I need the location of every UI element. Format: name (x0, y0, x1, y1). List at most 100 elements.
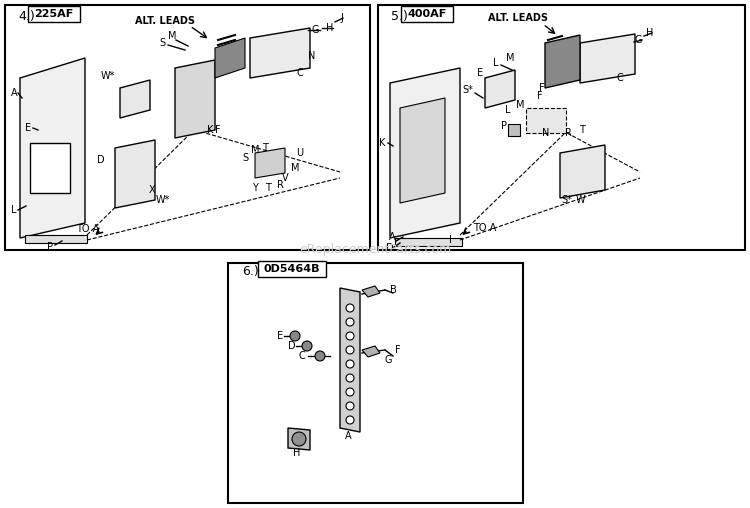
Circle shape (346, 304, 354, 312)
Bar (30, 143, 70, 193)
Text: 400AF: 400AF (407, 9, 447, 19)
Text: B: B (390, 285, 396, 295)
Polygon shape (560, 145, 605, 198)
Polygon shape (120, 80, 150, 118)
Text: M: M (251, 145, 260, 155)
Bar (401, 6, 453, 22)
Text: 5.): 5.) (391, 10, 408, 23)
Text: S*: S* (562, 195, 572, 205)
Bar (508, 124, 520, 136)
Circle shape (346, 346, 354, 354)
Text: 0D5464B: 0D5464B (264, 264, 320, 274)
Circle shape (346, 374, 354, 382)
Bar (28, 6, 80, 22)
Circle shape (292, 432, 306, 446)
Polygon shape (485, 70, 515, 108)
Text: H: H (646, 28, 654, 38)
Text: H: H (293, 448, 301, 458)
Bar (5, 5, 370, 250)
Polygon shape (400, 98, 445, 203)
Circle shape (315, 351, 325, 361)
Text: 4.): 4.) (18, 10, 34, 23)
Text: W*: W* (100, 71, 116, 81)
Polygon shape (580, 34, 635, 83)
Text: W*: W* (156, 195, 170, 205)
Text: T: T (262, 143, 268, 153)
Text: F: F (395, 345, 400, 355)
Text: P: P (501, 121, 507, 131)
Polygon shape (362, 346, 380, 357)
Text: C: C (616, 73, 623, 83)
Text: G: G (311, 25, 319, 35)
Bar (258, 261, 326, 277)
Polygon shape (288, 428, 310, 450)
Circle shape (346, 416, 354, 424)
Text: F: F (539, 83, 544, 93)
Circle shape (302, 341, 312, 351)
Circle shape (346, 318, 354, 326)
Text: E: E (25, 123, 31, 133)
Text: TO A: TO A (76, 224, 100, 234)
Text: S*: S* (463, 85, 473, 95)
Bar (25, 235, 87, 243)
Circle shape (346, 388, 354, 396)
Text: ALT. LEADS: ALT. LEADS (488, 13, 548, 23)
Text: Y: Y (252, 183, 258, 193)
Polygon shape (362, 286, 380, 297)
Text: T: T (265, 183, 271, 193)
Bar (378, 5, 745, 250)
Bar (183, 78, 203, 123)
Bar (408, 118, 438, 188)
Text: M: M (516, 100, 524, 110)
Circle shape (290, 331, 300, 341)
Text: A: A (10, 88, 17, 98)
Text: W: W (575, 195, 585, 205)
Text: H: H (326, 23, 334, 33)
Bar (526, 108, 566, 133)
Polygon shape (250, 28, 310, 78)
Text: eReplacementParts.com: eReplacementParts.com (298, 243, 452, 257)
Text: D: D (98, 155, 105, 165)
Text: U: U (296, 148, 304, 158)
Text: A: A (388, 232, 395, 242)
Bar (553, 46, 571, 78)
Text: F: F (215, 125, 220, 135)
Polygon shape (215, 38, 245, 78)
Text: M: M (291, 163, 299, 173)
Text: F: F (537, 91, 543, 101)
Text: G: G (384, 355, 392, 365)
Text: E: E (477, 68, 483, 78)
Text: X: X (148, 185, 155, 195)
Bar (228, 263, 523, 503)
Text: K: K (379, 138, 386, 148)
Text: N: N (308, 51, 316, 61)
Text: N: N (542, 128, 550, 138)
Text: P: P (47, 242, 53, 252)
Text: I: I (448, 235, 452, 245)
Text: TO A: TO A (473, 223, 496, 233)
Text: 6.): 6.) (242, 265, 259, 278)
Text: R: R (565, 128, 572, 138)
Circle shape (346, 402, 354, 410)
Text: D: D (386, 243, 394, 253)
Circle shape (346, 332, 354, 340)
Text: T: T (579, 125, 585, 135)
Text: ALT. LEADS: ALT. LEADS (135, 16, 195, 26)
Text: C: C (298, 351, 305, 361)
Polygon shape (545, 35, 580, 88)
Text: S: S (242, 153, 248, 163)
Circle shape (346, 360, 354, 368)
Text: K: K (207, 125, 213, 135)
Text: L: L (11, 205, 16, 215)
Text: A: A (345, 431, 351, 441)
Text: M: M (506, 53, 515, 63)
Text: J: J (340, 13, 344, 23)
Text: V: V (282, 173, 288, 183)
Text: G: G (634, 35, 642, 45)
Polygon shape (340, 288, 360, 432)
Text: E: E (277, 331, 283, 341)
Text: L: L (506, 105, 511, 115)
Text: L: L (494, 58, 499, 68)
Bar (395, 238, 462, 246)
Polygon shape (175, 60, 215, 138)
